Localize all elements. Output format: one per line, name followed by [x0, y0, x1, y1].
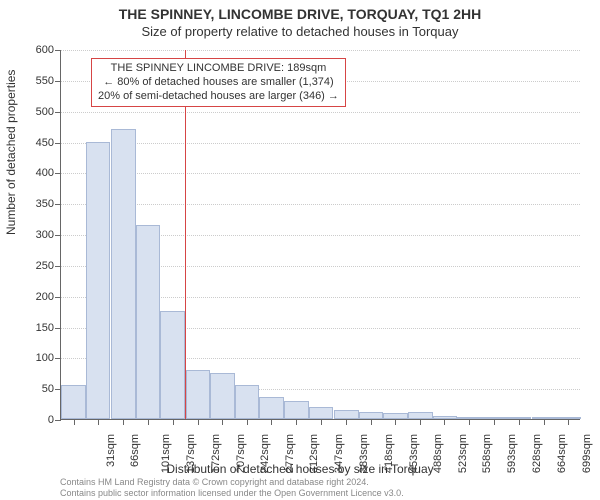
y-tick-label: 450	[14, 137, 54, 149]
annotation-line: THE SPINNEY LINCOMBE DRIVE: 189sqm	[98, 62, 339, 76]
y-tick-label: 400	[14, 167, 54, 179]
x-tick	[74, 419, 75, 425]
x-tick	[395, 419, 396, 425]
y-tick	[55, 204, 61, 205]
x-tick	[494, 419, 495, 425]
x-tick	[247, 419, 248, 425]
y-tick-label: 50	[14, 383, 54, 395]
gridline	[61, 143, 580, 144]
x-tick	[98, 419, 99, 425]
y-tick-label: 500	[14, 106, 54, 118]
histogram-bar	[111, 129, 136, 419]
y-tick	[55, 81, 61, 82]
x-tick	[420, 419, 421, 425]
histogram-bar	[235, 385, 260, 419]
y-tick	[55, 235, 61, 236]
gridline	[61, 112, 580, 113]
x-tick	[296, 419, 297, 425]
x-tick	[321, 419, 322, 425]
y-tick	[55, 266, 61, 267]
y-tick	[55, 112, 61, 113]
y-tick-label: 200	[14, 291, 54, 303]
y-tick-label: 100	[14, 352, 54, 364]
plot-area: 05010015020025030035040045050055060031sq…	[60, 50, 580, 420]
histogram-bar	[86, 142, 111, 420]
attribution-line: Contains public sector information licen…	[60, 488, 404, 498]
histogram-bar	[284, 401, 309, 420]
annotation-box: THE SPINNEY LINCOMBE DRIVE: 189sqm← 80% …	[91, 58, 346, 107]
y-tick-label: 0	[14, 414, 54, 426]
gridline	[61, 173, 580, 174]
gridline	[61, 50, 580, 51]
x-tick	[444, 419, 445, 425]
histogram-bar	[408, 412, 433, 419]
histogram-bar	[61, 385, 86, 419]
y-tick-label: 250	[14, 260, 54, 272]
y-tick	[55, 420, 61, 421]
annotation-line: ← 80% of detached houses are smaller (1,…	[98, 76, 339, 90]
x-tick	[271, 419, 272, 425]
histogram-bar	[186, 370, 211, 419]
histogram-bar	[334, 410, 359, 419]
y-tick	[55, 143, 61, 144]
gridline	[61, 204, 580, 205]
x-tick	[469, 419, 470, 425]
x-tick	[371, 419, 372, 425]
x-tick	[519, 419, 520, 425]
y-tick	[55, 173, 61, 174]
x-tick	[544, 419, 545, 425]
histogram-bar	[210, 373, 235, 419]
x-axis-label: Distribution of detached houses by size …	[0, 462, 600, 476]
y-tick-label: 600	[14, 44, 54, 56]
y-tick-label: 350	[14, 198, 54, 210]
x-tick	[222, 419, 223, 425]
y-tick	[55, 50, 61, 51]
histogram-bar	[309, 407, 334, 419]
x-tick	[123, 419, 124, 425]
x-tick	[346, 419, 347, 425]
y-tick	[55, 358, 61, 359]
y-tick-label: 150	[14, 322, 54, 334]
x-tick	[568, 419, 569, 425]
annotation-line: 20% of semi-detached houses are larger (…	[98, 90, 339, 104]
y-tick-label: 550	[14, 75, 54, 87]
chart-container: THE SPINNEY, LINCOMBE DRIVE, TORQUAY, TQ…	[0, 0, 600, 500]
y-tick	[55, 297, 61, 298]
y-axis-label: Number of detached properties	[4, 70, 18, 235]
chart-subtitle: Size of property relative to detached ho…	[0, 24, 600, 39]
y-tick-label: 300	[14, 229, 54, 241]
attribution-line: Contains HM Land Registry data © Crown c…	[60, 477, 404, 487]
x-tick	[148, 419, 149, 425]
x-tick	[173, 419, 174, 425]
histogram-bar	[359, 412, 384, 419]
histogram-bar	[136, 225, 161, 419]
x-tick	[198, 419, 199, 425]
attribution: Contains HM Land Registry data © Crown c…	[60, 477, 404, 498]
histogram-bar	[160, 311, 185, 419]
chart-title: THE SPINNEY, LINCOMBE DRIVE, TORQUAY, TQ…	[0, 6, 600, 22]
y-tick	[55, 328, 61, 329]
histogram-bar	[259, 397, 284, 419]
